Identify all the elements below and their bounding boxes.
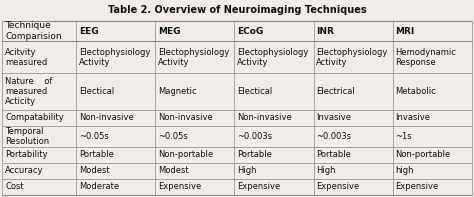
Text: Electophysiology
Activity: Electophysiology Activity [79, 47, 151, 67]
Text: High: High [237, 166, 257, 175]
Text: Compatability: Compatability [5, 113, 64, 122]
Text: Metabolic: Metabolic [395, 87, 436, 96]
Text: High: High [316, 166, 336, 175]
Text: Non-invasive: Non-invasive [237, 113, 292, 122]
Text: Expensive: Expensive [237, 182, 281, 191]
Text: Portable: Portable [79, 150, 114, 159]
Text: Non-invasive: Non-invasive [158, 113, 213, 122]
Text: Electrical: Electrical [316, 87, 355, 96]
Text: Acitvity
measured: Acitvity measured [5, 47, 47, 67]
Text: Table 2. Overview of Neuroimaging Techniques: Table 2. Overview of Neuroimaging Techni… [108, 5, 366, 15]
Text: Non-portable: Non-portable [158, 150, 213, 159]
Text: Expensive: Expensive [395, 182, 438, 191]
Text: Accuracy: Accuracy [5, 166, 44, 175]
Text: ~0.05s: ~0.05s [79, 132, 109, 141]
Text: Moderate: Moderate [79, 182, 119, 191]
Text: Non-portable: Non-portable [395, 150, 451, 159]
Text: Modest: Modest [158, 166, 189, 175]
Text: ~0.003s: ~0.003s [316, 132, 352, 141]
Text: Cost: Cost [5, 182, 24, 191]
Text: INR: INR [316, 27, 334, 35]
Text: Expensive: Expensive [316, 182, 360, 191]
Text: Modest: Modest [79, 166, 110, 175]
Text: Electical: Electical [237, 87, 273, 96]
Text: EEG: EEG [79, 27, 99, 35]
Text: MEG: MEG [158, 27, 181, 35]
Text: Electophysiology
Activity: Electophysiology Activity [237, 47, 309, 67]
Text: Portability: Portability [5, 150, 48, 159]
Text: Invasive: Invasive [395, 113, 430, 122]
Text: Technique
Comparision: Technique Comparision [5, 21, 62, 41]
Text: Portable: Portable [237, 150, 272, 159]
Text: Invasive: Invasive [316, 113, 351, 122]
Text: Non-invasive: Non-invasive [79, 113, 134, 122]
Text: Electophysiology
Activity: Electophysiology Activity [316, 47, 388, 67]
Text: Expensive: Expensive [158, 182, 201, 191]
Text: ~1s: ~1s [395, 132, 412, 141]
Text: Electical: Electical [79, 87, 114, 96]
Text: ~0.05s: ~0.05s [158, 132, 188, 141]
Text: MRI: MRI [395, 27, 415, 35]
Text: high: high [395, 166, 414, 175]
Text: Electophysiology
Activity: Electophysiology Activity [158, 47, 229, 67]
Text: ~0.003s: ~0.003s [237, 132, 273, 141]
Text: Portable: Portable [316, 150, 351, 159]
Text: Magnetic: Magnetic [158, 87, 197, 96]
Text: Nature    of
measured
Acticity: Nature of measured Acticity [5, 77, 53, 106]
Text: ECoG: ECoG [237, 27, 264, 35]
Text: Temporal
Resolution: Temporal Resolution [5, 127, 49, 146]
Text: Hemodynamic
Response: Hemodynamic Response [395, 47, 456, 67]
